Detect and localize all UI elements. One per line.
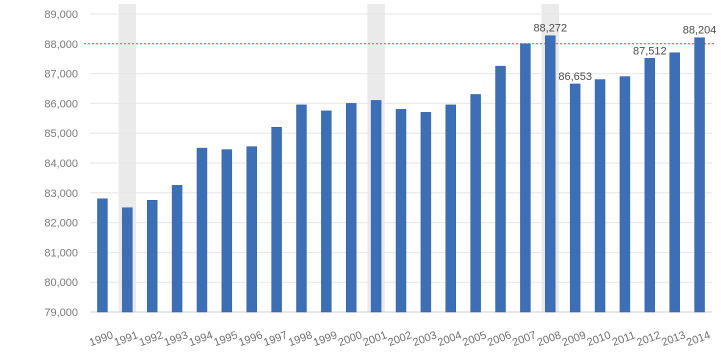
bar [545, 35, 556, 313]
x-tick-label: 2011 [611, 329, 637, 348]
x-tick-label: 2008 [536, 329, 563, 349]
bar [445, 104, 456, 313]
y-tick-label: 83,000 [44, 188, 78, 200]
bar [594, 79, 606, 313]
y-tick-label: 89,000 [44, 9, 78, 21]
x-tick-label: 2003 [411, 329, 438, 349]
x-tick-label: 1998 [287, 329, 314, 349]
x-tick-label: 2014 [685, 329, 712, 349]
y-tick-label: 80,000 [44, 277, 78, 289]
shaded-regions [118, 4, 559, 312]
bar [196, 147, 208, 313]
bar [520, 43, 531, 313]
bar [669, 52, 680, 313]
x-tick-label: 1991 [113, 329, 140, 349]
x-tick-label: 1999 [312, 329, 339, 349]
bar [122, 207, 133, 313]
bar [569, 83, 581, 313]
bar [246, 146, 257, 313]
data-label: 88,204 [683, 25, 717, 37]
data-label: 86,653 [558, 71, 592, 83]
x-tick-label: 2000 [337, 329, 364, 349]
bar [296, 104, 307, 313]
bar [97, 198, 108, 313]
data-label: 88,272 [533, 23, 567, 35]
x-tick-label: 2006 [486, 329, 513, 349]
x-tick-label: 2009 [561, 329, 588, 349]
data-label: 87,512 [633, 45, 667, 57]
y-tick-label: 85,000 [44, 128, 78, 140]
x-tick-label: 2012 [635, 329, 662, 349]
bar [470, 94, 481, 313]
y-tick-label: 88,000 [44, 39, 78, 51]
x-axis-ticks: 1990199119921993199419951996199719981999… [88, 329, 712, 349]
y-tick-label: 87,000 [44, 69, 78, 81]
bar [420, 112, 432, 313]
x-tick-label: 1994 [187, 329, 214, 349]
y-tick-label: 81,000 [44, 247, 78, 259]
bar [619, 76, 631, 313]
bar [644, 58, 656, 313]
bar [395, 109, 407, 313]
y-tick-label: 82,000 [44, 218, 78, 230]
x-tick-label: 2013 [660, 329, 687, 349]
bar [171, 185, 183, 313]
x-tick-label: 1995 [212, 329, 239, 349]
x-tick-label: 2001 [362, 329, 389, 349]
bar [495, 65, 506, 313]
bar [321, 110, 332, 313]
y-axis-ticks: 79,000 80,000 81,000 82,000 83,000 84,000 85,0… [44, 9, 78, 319]
x-tick-label: 1990 [88, 329, 115, 349]
y-tick-label: 84,000 [44, 158, 78, 170]
bar [346, 103, 357, 313]
bar [271, 126, 282, 313]
x-tick-label: 1997 [262, 329, 289, 349]
x-tick-label: 1993 [162, 329, 189, 349]
data-labels: 88,272 86,653 87,512 88,204 [533, 23, 716, 83]
bar [370, 100, 382, 313]
x-tick-label: 2004 [436, 329, 463, 349]
bar [694, 37, 705, 313]
bar [221, 149, 233, 313]
x-tick-label: 1996 [237, 329, 264, 349]
bars [97, 35, 705, 313]
x-tick-label: 1992 [138, 329, 165, 349]
y-tick-label: 79,000 [44, 307, 78, 319]
x-tick-label: 2010 [585, 329, 612, 349]
bar [146, 200, 158, 313]
x-tick-label: 2005 [461, 329, 488, 349]
x-tick-label: 2007 [511, 329, 538, 349]
y-tick-label: 86,000 [44, 98, 78, 110]
x-tick-label: 2002 [386, 329, 413, 349]
